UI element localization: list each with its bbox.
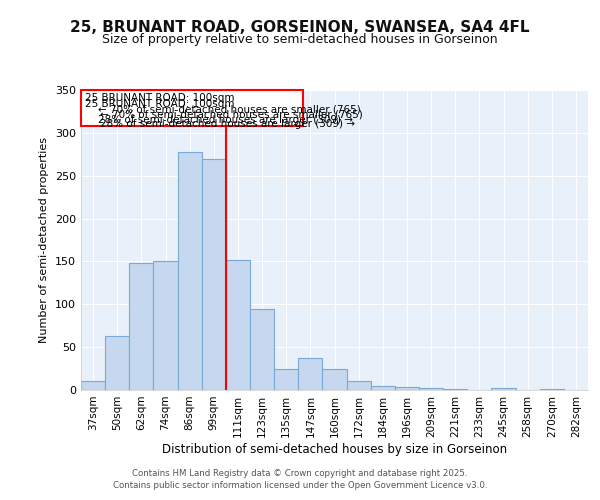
Bar <box>491 388 515 390</box>
Text: ← 70% of semi-detached houses are smaller (765): ← 70% of semi-detached houses are smalle… <box>98 104 361 115</box>
Text: 28% of semi-detached houses are larger (309) →: 28% of semi-detached houses are larger (… <box>98 115 353 125</box>
Bar <box>540 389 564 390</box>
Bar <box>226 260 250 390</box>
Text: Contains HM Land Registry data © Crown copyright and database right 2025.
Contai: Contains HM Land Registry data © Crown c… <box>113 469 487 490</box>
Bar <box>274 368 298 390</box>
Bar <box>105 336 129 390</box>
Bar <box>202 158 226 390</box>
Text: 25, BRUNANT ROAD, GORSEINON, SWANSEA, SA4 4FL: 25, BRUNANT ROAD, GORSEINON, SWANSEA, SA… <box>70 20 530 35</box>
Y-axis label: Number of semi-detached properties: Number of semi-detached properties <box>40 137 49 343</box>
Bar <box>298 358 322 390</box>
Text: ← 70% of semi-detached houses are smaller (765): ← 70% of semi-detached houses are smalle… <box>100 110 363 120</box>
Bar <box>178 152 202 390</box>
Bar <box>129 263 154 390</box>
Text: 25 BRUNANT ROAD: 100sqm: 25 BRUNANT ROAD: 100sqm <box>85 94 234 104</box>
Bar <box>322 368 347 390</box>
Text: 28% of semi-detached houses are larger (309) →: 28% of semi-detached houses are larger (… <box>100 119 355 129</box>
Bar <box>419 388 443 390</box>
Bar <box>250 308 274 390</box>
Text: 25 BRUNANT ROAD: 100sqm: 25 BRUNANT ROAD: 100sqm <box>85 98 234 108</box>
X-axis label: Distribution of semi-detached houses by size in Gorseinon: Distribution of semi-detached houses by … <box>162 442 507 456</box>
Bar <box>154 262 178 390</box>
Bar <box>81 90 303 126</box>
Bar <box>371 386 395 390</box>
Bar <box>395 386 419 390</box>
Bar <box>347 382 371 390</box>
Text: Size of property relative to semi-detached houses in Gorseinon: Size of property relative to semi-detach… <box>102 32 498 46</box>
Bar <box>443 389 467 390</box>
Bar <box>81 382 105 390</box>
